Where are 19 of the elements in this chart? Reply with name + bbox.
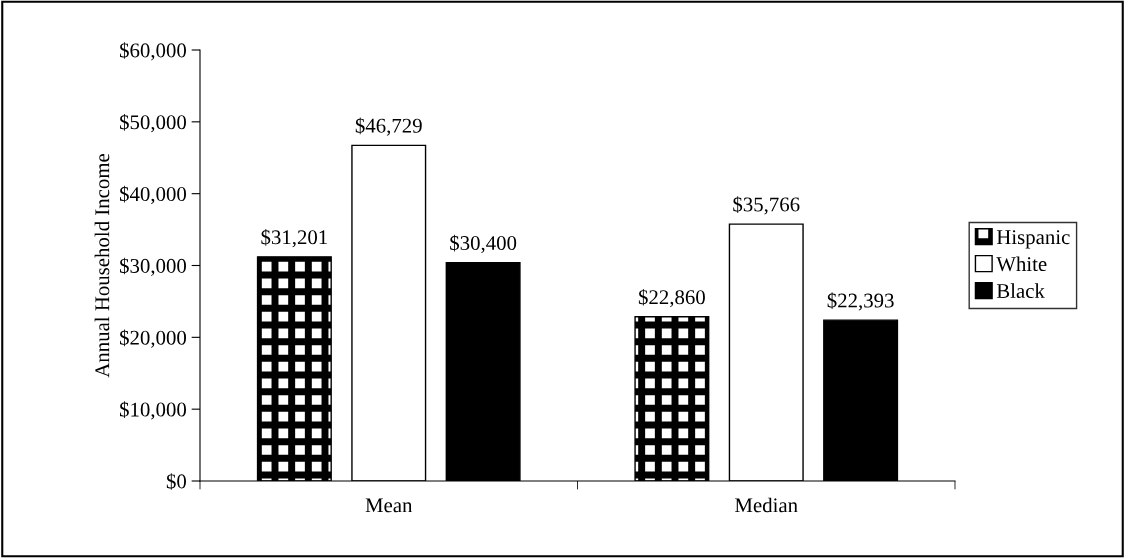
y-tick-label: $0: [166, 473, 187, 490]
data-label: $35,766: [733, 196, 800, 215]
legend-label: Hispanic: [996, 230, 1070, 249]
x-tick-label: Median: [735, 497, 798, 513]
x-tick-label: Mean: [365, 498, 413, 513]
legend-label: White: [996, 256, 1047, 272]
data-label: $31,201: [261, 229, 327, 248]
y-tick-label: $40,000: [119, 185, 187, 205]
data-label: $22,393: [827, 292, 894, 311]
y-tick-label: $10,000: [119, 401, 187, 420]
y-tick-label: $50,000: [119, 113, 187, 133]
y-axis-title: Annual Household Income: [94, 153, 110, 378]
y-tick-label: $60,000: [119, 42, 187, 61]
y-tick-label: $20,000: [119, 329, 187, 348]
y-tick-label: $30,000: [119, 257, 187, 276]
data-label: $22,860: [638, 288, 705, 308]
data-label: $46,729: [355, 117, 422, 136]
legend-label: Black: [996, 283, 1045, 299]
data-label: $30,400: [450, 234, 517, 254]
